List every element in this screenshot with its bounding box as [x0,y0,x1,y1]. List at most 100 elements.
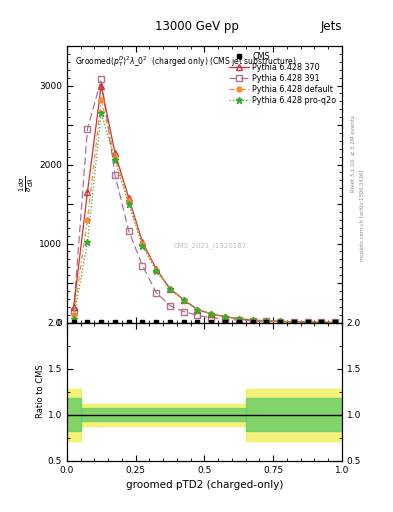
Text: CMS_2021_I1920187: CMS_2021_I1920187 [173,242,246,248]
Pythia 6.428 pro-q2o [278,318,283,325]
Pythia 6.428 370 [209,311,214,317]
Pythia 6.428 391 [99,76,104,82]
Pythia 6.428 370 [168,286,173,292]
Pythia 6.428 pro-q2o [250,317,255,323]
Y-axis label: Ratio to CMS: Ratio to CMS [36,365,45,418]
CMS [319,319,324,326]
Pythia 6.428 default [209,311,214,317]
Pythia 6.428 pro-q2o [154,268,159,274]
Pythia 6.428 pro-q2o [99,110,104,116]
Pythia 6.428 default [305,319,310,325]
Pythia 6.428 pro-q2o [222,314,227,320]
Pythia 6.428 default [195,307,200,313]
Pythia 6.428 default [333,319,338,326]
Text: Groomed$(p_T^D)^2\lambda\_0^2$  (charged only) (CMS jet substructure): Groomed$(p_T^D)^2\lambda\_0^2$ (charged … [75,54,297,69]
CMS [278,319,283,326]
Text: 13000 GeV pp: 13000 GeV pp [154,20,239,33]
Pythia 6.428 370 [99,82,104,89]
Pythia 6.428 391 [72,308,76,314]
Pythia 6.428 391 [154,289,159,295]
Pythia 6.428 391 [85,126,90,132]
Pythia 6.428 pro-q2o [195,307,200,313]
Pythia 6.428 default [250,317,255,323]
Pythia 6.428 default [113,154,118,160]
Pythia 6.428 pro-q2o [264,318,269,324]
Pythia 6.428 370 [195,307,200,313]
Pythia 6.428 pro-q2o [85,239,90,245]
CMS [85,319,90,326]
Pythia 6.428 default [222,314,227,320]
Pythia 6.428 370 [72,304,76,310]
Line: Pythia 6.428 370: Pythia 6.428 370 [71,83,338,325]
CMS [195,319,200,326]
CMS [333,319,338,326]
Line: Pythia 6.428 pro-q2o: Pythia 6.428 pro-q2o [70,110,338,326]
Pythia 6.428 pro-q2o [209,311,214,317]
Pythia 6.428 default [127,198,131,204]
CMS [264,319,269,326]
Y-axis label: $\frac{1}{\sigma}\frac{d\sigma}{d\lambda}$: $\frac{1}{\sigma}\frac{d\sigma}{d\lambda… [18,176,36,193]
Pythia 6.428 default [237,316,241,322]
Legend: CMS, Pythia 6.428 370, Pythia 6.428 391, Pythia 6.428 default, Pythia 6.428 pro-: CMS, Pythia 6.428 370, Pythia 6.428 391,… [227,50,338,106]
CMS [72,319,76,326]
CMS [154,319,159,326]
Line: CMS: CMS [71,320,338,325]
Pythia 6.428 default [182,297,186,303]
Pythia 6.428 default [264,318,269,324]
CMS [209,319,214,326]
CMS [237,319,241,326]
CMS [113,319,118,326]
Pythia 6.428 default [319,319,324,325]
Pythia 6.428 pro-q2o [168,286,173,292]
Pythia 6.428 391 [182,308,186,314]
Pythia 6.428 pro-q2o [182,297,186,303]
Pythia 6.428 default [85,217,90,223]
Pythia 6.428 pro-q2o [305,319,310,325]
Pythia 6.428 pro-q2o [113,157,118,163]
Pythia 6.428 391 [195,312,200,318]
Pythia 6.428 pro-q2o [292,318,296,325]
Pythia 6.428 370 [250,317,255,323]
Pythia 6.428 391 [292,319,296,325]
Pythia 6.428 370 [278,318,283,325]
Line: Pythia 6.428 default: Pythia 6.428 default [71,97,338,325]
Pythia 6.428 pro-q2o [72,315,76,322]
Pythia 6.428 370 [182,296,186,303]
CMS [305,319,310,326]
Pythia 6.428 391 [333,319,338,326]
Pythia 6.428 370 [292,318,296,325]
Pythia 6.428 391 [250,318,255,324]
Pythia 6.428 default [168,286,173,292]
CMS [140,319,145,326]
Pythia 6.428 370 [264,318,269,324]
CMS [127,319,131,326]
Pythia 6.428 391 [319,319,324,326]
Pythia 6.428 370 [113,150,118,156]
Pythia 6.428 391 [140,263,145,269]
Pythia 6.428 pro-q2o [140,243,145,249]
Pythia 6.428 pro-q2o [237,316,241,322]
Pythia 6.428 370 [154,266,159,272]
Pythia 6.428 391 [168,303,173,309]
Pythia 6.428 default [278,318,283,325]
Text: Jets: Jets [320,20,342,33]
Pythia 6.428 391 [237,317,241,323]
CMS [222,319,227,326]
Pythia 6.428 391 [278,318,283,325]
Pythia 6.428 391 [222,316,227,322]
Pythia 6.428 370 [85,189,90,195]
Pythia 6.428 370 [140,239,145,245]
Pythia 6.428 370 [333,319,338,326]
Pythia 6.428 default [140,241,145,247]
Pythia 6.428 370 [222,313,227,319]
Pythia 6.428 391 [305,319,310,325]
Pythia 6.428 391 [127,228,131,234]
CMS [182,319,186,326]
Text: Rivet 3.1.10, ≥ 3.2M events: Rivet 3.1.10, ≥ 3.2M events [351,115,356,192]
Pythia 6.428 370 [127,195,131,201]
Pythia 6.428 default [154,267,159,273]
Pythia 6.428 default [72,312,76,318]
Pythia 6.428 pro-q2o [333,319,338,326]
Pythia 6.428 370 [319,319,324,325]
Text: mcplots.cern.ch [arXiv:1306.3436]: mcplots.cern.ch [arXiv:1306.3436] [360,169,365,261]
